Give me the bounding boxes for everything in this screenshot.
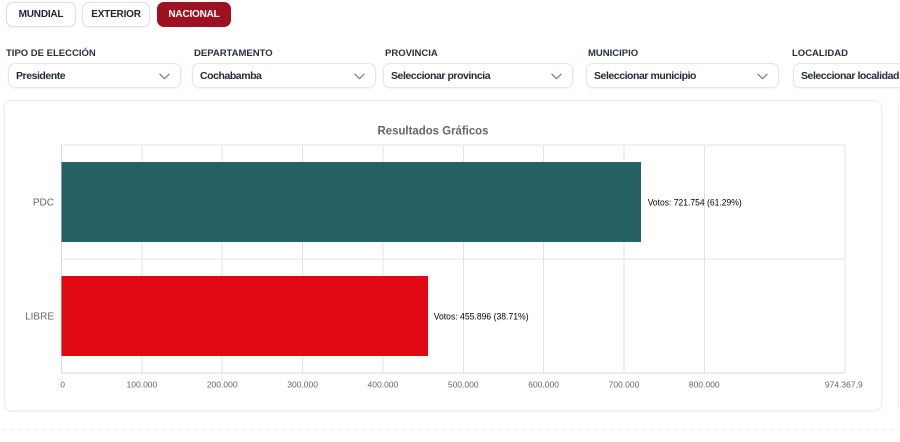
svg-text:PDC: PDC: [33, 198, 54, 209]
svg-text:100.000: 100.000: [127, 380, 158, 390]
svg-text:0: 0: [60, 380, 65, 390]
svg-text:Resultados Gráficos: Resultados Gráficos: [378, 124, 489, 138]
svg-text:974.367,9: 974.367,9: [825, 380, 863, 390]
svg-text:LIBRE: LIBRE: [25, 312, 54, 323]
svg-text:500.000: 500.000: [448, 380, 479, 390]
svg-text:700.000: 700.000: [609, 380, 640, 390]
svg-text:300.000: 300.000: [287, 380, 318, 390]
svg-text:400.000: 400.000: [368, 380, 399, 390]
svg-text:Votos: 721.754 (61.29%): Votos: 721.754 (61.29%): [648, 198, 742, 208]
svg-text:800.000: 800.000: [689, 380, 720, 390]
svg-text:Votos: 455.896 (38.71%): Votos: 455.896 (38.71%): [434, 312, 529, 322]
svg-text:200.000: 200.000: [207, 380, 238, 390]
svg-text:600.000: 600.000: [528, 380, 559, 390]
